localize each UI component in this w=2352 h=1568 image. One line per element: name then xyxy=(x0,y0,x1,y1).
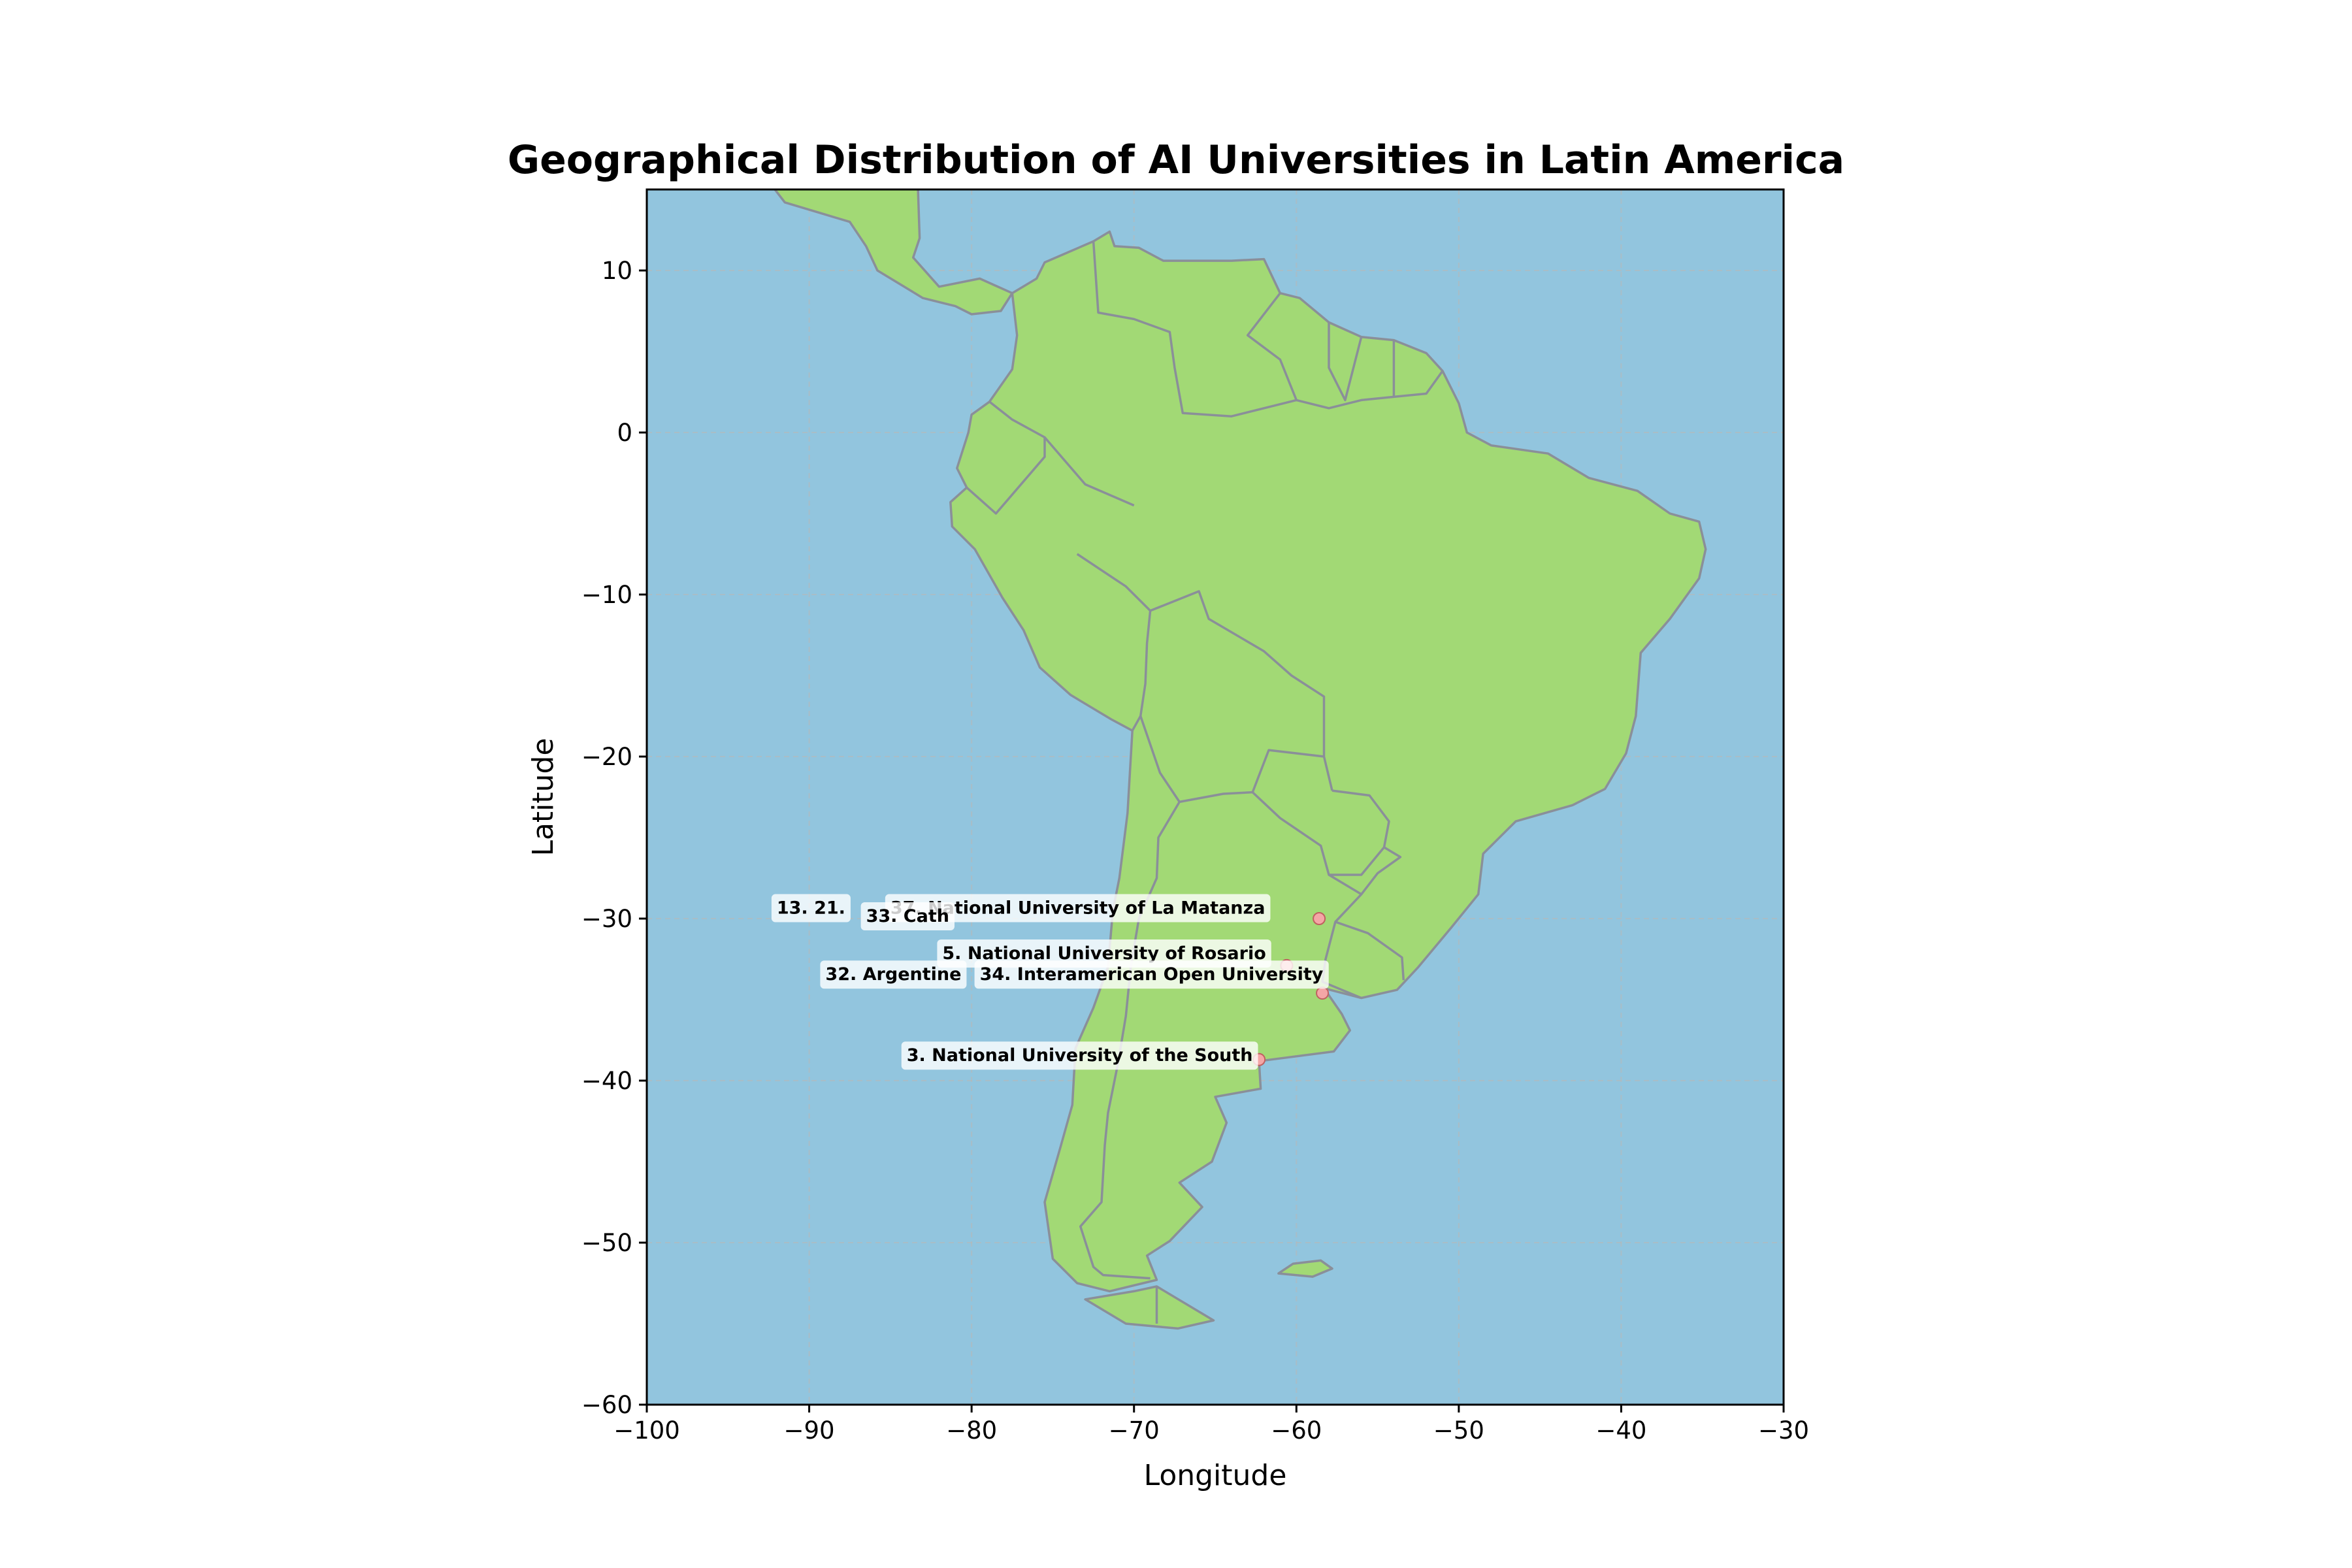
country-border-line xyxy=(1328,846,1402,896)
x-tick-label: −60 xyxy=(1271,1416,1322,1445)
y-tick-label: −50 xyxy=(581,1229,632,1257)
y-axis: 10 0 −10 −20 −30 −40 −50 −60 xyxy=(581,257,647,1419)
label-box xyxy=(860,902,955,930)
university-label: 34. Interamerican Open University xyxy=(974,960,1329,989)
y-tick-label: 0 xyxy=(617,419,632,447)
y-tick-label: −30 xyxy=(581,905,632,933)
university-label: 5. National University of Rosario xyxy=(937,939,1271,968)
country-border-line xyxy=(1252,789,1390,876)
university-label: 33. Cath xyxy=(860,902,955,930)
label-box xyxy=(885,894,1271,923)
label-text: 5. National University of Rosario xyxy=(942,943,1266,964)
y-axis-title: Latitude xyxy=(527,738,560,856)
university-marker[interactable] xyxy=(1316,987,1330,1000)
university-label: 3. National University of the South xyxy=(901,1041,1258,1070)
x-tick-label: −70 xyxy=(1109,1416,1160,1445)
x-tick-label: −30 xyxy=(1758,1416,1809,1445)
label-text: 33. Cath xyxy=(866,906,949,926)
country-border-line xyxy=(1328,322,1363,402)
y-tick-label: −60 xyxy=(581,1391,632,1419)
x-tick-label: −50 xyxy=(1433,1416,1484,1445)
label-box xyxy=(820,960,967,989)
y-tick-label: −10 xyxy=(581,581,632,609)
plot-frame xyxy=(645,188,1785,1406)
south-america-landmass xyxy=(949,230,1707,1293)
x-axis-title: Longitude xyxy=(1144,1459,1287,1492)
x-tick-label: −90 xyxy=(784,1416,835,1445)
label-box xyxy=(901,1041,1258,1070)
central-america-landmass xyxy=(773,189,1014,316)
y-tick-label: 10 xyxy=(602,257,632,285)
label-text: 34. Interamerican Open University xyxy=(980,964,1324,985)
country-border-line xyxy=(1139,715,1324,804)
x-axis: −100 −90 −80 −70 −60 −50 −40 −30 xyxy=(613,1405,1809,1445)
falkland-islands-landmass xyxy=(1277,1259,1333,1278)
university-marker[interactable] xyxy=(1313,912,1326,925)
country-border-line xyxy=(1335,921,1405,981)
y-tick-label: −20 xyxy=(581,743,632,771)
university-label: 13. 21. xyxy=(771,894,851,923)
country-border-line xyxy=(1296,370,1444,410)
label-box xyxy=(974,960,1329,989)
country-borders xyxy=(966,241,1444,1324)
x-tick-label: −100 xyxy=(613,1416,680,1445)
country-border-line xyxy=(1079,801,1181,1280)
country-border-line xyxy=(1321,893,1362,1000)
country-border-line xyxy=(1149,590,1333,791)
label-text: 13. 21. xyxy=(777,898,845,919)
map-title: Geographical Distribution of AI Universi… xyxy=(508,137,1844,183)
country-border-line xyxy=(1092,241,1298,417)
university-label: 32. Argentine xyxy=(820,960,967,989)
tierra-del-fuego-landmass xyxy=(1084,1285,1215,1330)
university-labels: 13. 21. 37. National University of La Ma… xyxy=(771,894,1329,1070)
label-text: 3. National University of the South xyxy=(907,1045,1253,1066)
country-border-line xyxy=(966,437,1046,515)
label-box xyxy=(771,894,851,923)
label-text: 32. Argentine xyxy=(825,964,961,985)
x-tick-label: −80 xyxy=(946,1416,997,1445)
y-tick-label: −40 xyxy=(581,1067,632,1095)
x-tick-label: −40 xyxy=(1595,1416,1646,1445)
landmass xyxy=(773,189,1707,1330)
